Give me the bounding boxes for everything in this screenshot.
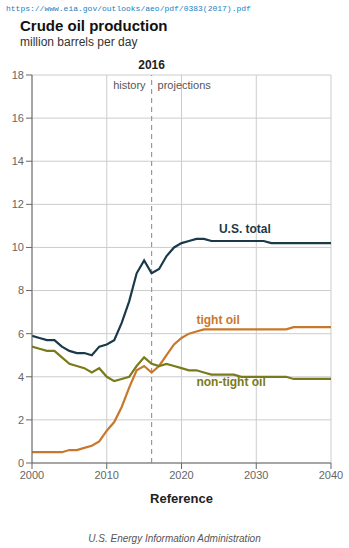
html-text:million barrels per day: million barrels per day — [20, 35, 138, 49]
svg-text:2030: 2030 — [244, 469, 268, 481]
html-text:U.S. Energy Information Admini: U.S. Energy Information Administration — [88, 533, 261, 544]
svg-text:2000: 2000 — [20, 469, 44, 481]
svg-text:2010: 2010 — [95, 469, 119, 481]
svg-text:12: 12 — [12, 198, 24, 210]
svg-text:6: 6 — [18, 328, 24, 340]
html-text:Crude oil production: Crude oil production — [20, 17, 168, 34]
svg-text:history: history — [113, 79, 146, 91]
svg-text:18: 18 — [12, 69, 24, 81]
svg-text:4: 4 — [18, 371, 24, 383]
svg-text:10: 10 — [12, 241, 24, 253]
html-text:https://www.eia.gov/outlooks/a: https://www.eia.gov/outlooks/aeo/pdf/038… — [6, 4, 251, 13]
svg-text:0: 0 — [18, 457, 24, 469]
svg-text:2040: 2040 — [319, 469, 343, 481]
svg-text:14: 14 — [12, 155, 24, 167]
svg-text:tight oil: tight oil — [196, 313, 239, 327]
svg-text:Reference: Reference — [150, 491, 213, 506]
svg-text:projections: projections — [158, 79, 212, 91]
svg-text:8: 8 — [18, 284, 24, 296]
svg-text:16: 16 — [12, 112, 24, 124]
svg-text:U.S. total: U.S. total — [219, 222, 271, 236]
svg-text:2: 2 — [18, 414, 24, 426]
svg-text:non-tight oil: non-tight oil — [196, 375, 265, 389]
svg-text:2020: 2020 — [169, 469, 193, 481]
svg-text:2016: 2016 — [138, 58, 165, 72]
